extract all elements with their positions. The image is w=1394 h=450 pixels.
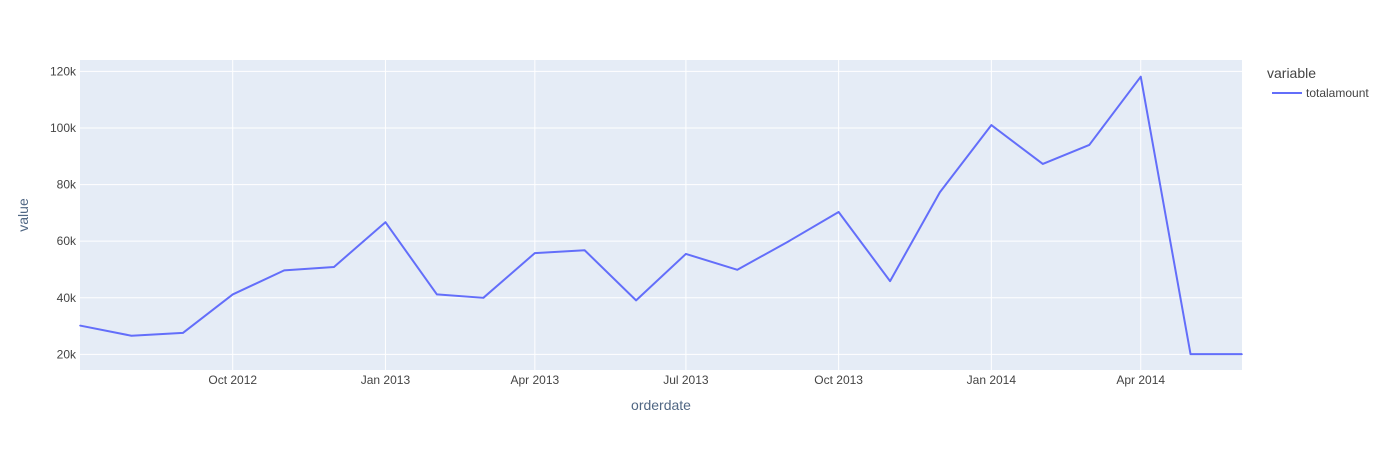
y-tick-label: 40k xyxy=(57,291,77,305)
data-point[interactable] xyxy=(1189,353,1192,355)
grid-lines xyxy=(80,60,1242,370)
data-point[interactable] xyxy=(384,221,387,224)
plot-background xyxy=(80,60,1242,370)
x-tick-label: Jan 2013 xyxy=(361,373,411,387)
data-point[interactable] xyxy=(534,252,536,254)
legend-label: totalamount xyxy=(1306,86,1369,100)
data-point[interactable] xyxy=(1042,163,1044,165)
data-point[interactable] xyxy=(436,293,438,296)
data-point[interactable] xyxy=(182,332,184,334)
data-point[interactable] xyxy=(788,240,790,242)
legend-item-totalamount[interactable]: totalamount xyxy=(1272,86,1369,100)
x-tick-label: Oct 2013 xyxy=(814,373,863,387)
x-tick-label: Oct 2012 xyxy=(208,373,257,387)
legend-title: variable xyxy=(1267,65,1316,81)
data-point[interactable] xyxy=(990,124,993,126)
x-tick-label: Jan 2014 xyxy=(967,373,1017,387)
data-point[interactable] xyxy=(231,293,234,296)
series-line-totalamount[interactable] xyxy=(79,75,1242,356)
y-tick-label: 60k xyxy=(57,234,77,248)
data-point[interactable] xyxy=(130,334,133,337)
data-point[interactable] xyxy=(482,297,485,299)
legend[interactable]: variable totalamount xyxy=(1267,65,1369,100)
data-point[interactable] xyxy=(685,253,687,255)
x-axis-ticks: Oct 2012 Jan 2013 Apr 2013 Jul 2013 Oct 2013… xyxy=(208,373,1165,387)
data-point[interactable] xyxy=(583,249,586,252)
data-point[interactable] xyxy=(837,211,840,213)
data-point[interactable] xyxy=(635,299,637,302)
data-point[interactable] xyxy=(889,280,891,282)
data-point[interactable] xyxy=(1139,75,1142,78)
data-point[interactable] xyxy=(283,269,285,272)
y-tick-label: 100k xyxy=(50,121,77,135)
y-axis-ticks: 20k 40k 60k 80k 100k 120k xyxy=(50,64,77,361)
data-point[interactable] xyxy=(1088,144,1091,146)
y-axis-title: value xyxy=(15,198,31,232)
data-point[interactable] xyxy=(333,266,335,268)
y-tick-label: 120k xyxy=(50,64,77,78)
data-point[interactable] xyxy=(736,268,739,271)
x-axis-title: orderdate xyxy=(631,397,691,413)
x-tick-label: Jul 2013 xyxy=(663,373,709,387)
data-point[interactable] xyxy=(1241,353,1243,355)
y-tick-label: 20k xyxy=(57,347,77,361)
y-tick-label: 80k xyxy=(57,178,77,192)
series-layer xyxy=(79,75,1243,356)
x-tick-label: Apr 2013 xyxy=(510,373,559,387)
data-point[interactable] xyxy=(939,191,941,194)
x-tick-label: Apr 2014 xyxy=(1116,373,1165,387)
data-point[interactable] xyxy=(79,324,81,327)
